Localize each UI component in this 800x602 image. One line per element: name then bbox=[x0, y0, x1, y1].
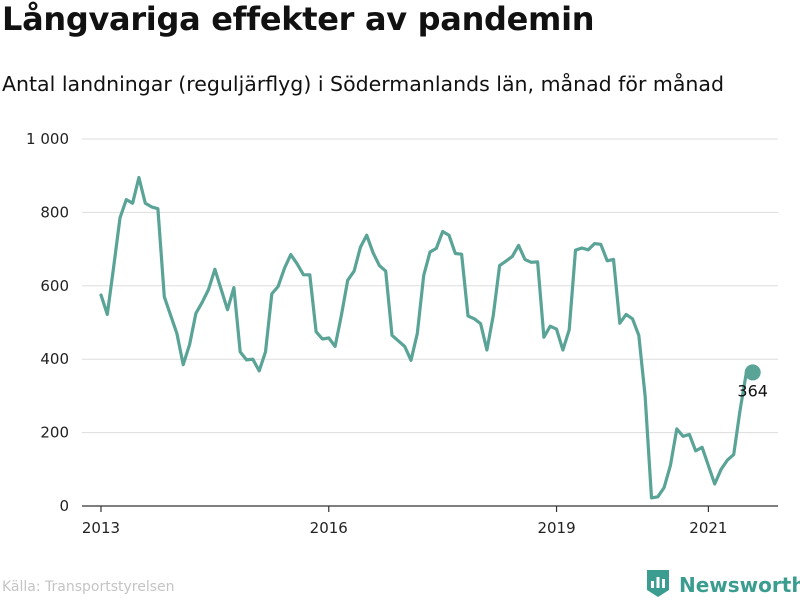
brand-name: Newsworthy bbox=[679, 573, 800, 597]
chart-title: Långvariga effekter av pandemin bbox=[2, 0, 595, 38]
x-tick-label: 2013 bbox=[82, 519, 120, 537]
x-tick-label: 2021 bbox=[689, 519, 727, 537]
x-tick-label: 2019 bbox=[537, 519, 575, 537]
y-tick-label: 600 bbox=[40, 277, 69, 295]
y-tick-label: 1 000 bbox=[26, 130, 69, 148]
series-layer bbox=[99, 175, 761, 500]
brand-logo[interactable]: Newsworthy bbox=[645, 568, 800, 602]
y-tick-label: 800 bbox=[40, 203, 69, 221]
y-tick-label: 0 bbox=[59, 497, 69, 515]
last-point-marker bbox=[744, 364, 761, 381]
y-tick-label: 200 bbox=[40, 424, 69, 442]
chart-subtitle: Antal landningar (reguljärflyg) i Söderm… bbox=[2, 72, 724, 96]
y-axis-tick-labels: 0 200 400 600 800 1 000 bbox=[26, 130, 69, 515]
grid-lines bbox=[82, 138, 778, 434]
source-note: Källa: Transportstyrelsen bbox=[2, 579, 175, 595]
x-tick-label: 2016 bbox=[310, 519, 348, 537]
last-value-label: 364 bbox=[737, 381, 768, 400]
x-axis: 2013 2016 2019 2021 bbox=[82, 505, 778, 537]
y-tick-label: 400 bbox=[40, 350, 69, 368]
series-line bbox=[99, 175, 755, 500]
line-chart: 0 200 400 600 800 1 000 2013 2016 2019 2021 364 bbox=[26, 130, 778, 537]
newsworthy-logo-icon bbox=[645, 568, 671, 602]
data-labels: 364 bbox=[737, 381, 768, 400]
